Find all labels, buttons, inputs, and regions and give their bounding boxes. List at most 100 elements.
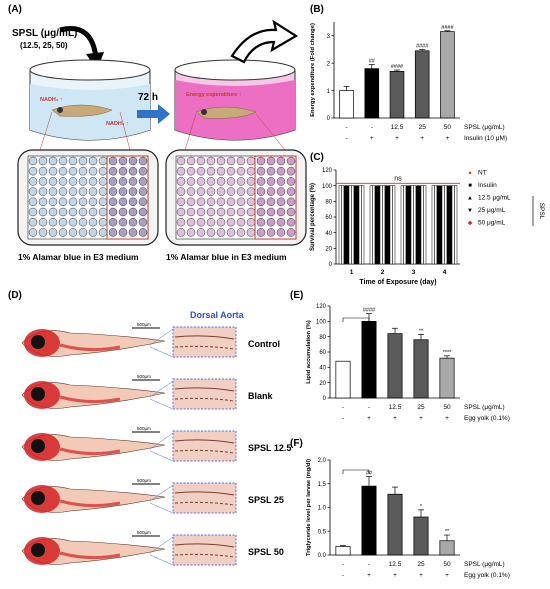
well (78, 156, 88, 166)
well-plate-left (17, 149, 159, 246)
well (98, 156, 108, 166)
well (216, 187, 226, 196)
well (286, 177, 296, 186)
category-label: 12.5 (391, 124, 404, 131)
y-tick-label: 0.5 (318, 529, 327, 535)
well (118, 197, 128, 207)
bar (413, 516, 429, 556)
category-label: 50 (443, 561, 451, 568)
well (38, 177, 48, 186)
well (48, 156, 58, 166)
larva-eye (31, 439, 45, 453)
well (48, 187, 58, 196)
bar (434, 185, 438, 265)
highlight-frame (254, 155, 297, 240)
larva-row-label: SPSL 12.5 (248, 443, 291, 453)
y-tick-label: 0.0 (318, 553, 327, 559)
scale-bar-label: 500μm (137, 426, 151, 431)
well (48, 197, 58, 207)
dorsal-aorta-zoom (172, 326, 237, 358)
category-label: - (342, 404, 344, 411)
y-tick-label: 40 (319, 366, 326, 372)
x-tick-label: 3 (412, 269, 416, 276)
zoom-line (149, 536, 174, 554)
well (236, 197, 246, 207)
larva-row: 500μm Blank (18, 374, 274, 415)
well (58, 207, 68, 217)
well (78, 228, 88, 237)
panel-e-letter: (E) (290, 290, 303, 301)
well (256, 187, 266, 196)
well (286, 217, 296, 227)
treatment-label: + (367, 572, 371, 579)
well (78, 187, 88, 196)
bar (387, 493, 403, 556)
well (98, 217, 108, 227)
well (236, 207, 246, 217)
well (226, 217, 236, 227)
dorsal-aorta-zoom (172, 534, 237, 566)
well (246, 217, 256, 227)
treatment-label: + (393, 415, 397, 422)
vessel-line (174, 439, 235, 444)
well (226, 207, 236, 217)
well (216, 166, 226, 176)
y-tick-label: 2.0 (318, 458, 327, 464)
significance-label: ** (445, 529, 450, 535)
plate-caption-left: 1% Alamar blue in E3 medium (18, 252, 139, 262)
well (48, 177, 58, 186)
y-axis-label: Survival percentage (%) (310, 183, 316, 251)
well (266, 187, 276, 196)
panel-b-chart: (B) 0 1 2 3 Energy expenditure (Fold change) -… (310, 4, 507, 142)
bar (389, 71, 405, 119)
well (216, 177, 226, 186)
panel-a-letter: (A) (8, 4, 22, 15)
well (128, 228, 138, 237)
well (128, 177, 138, 186)
add-compound-arrow (59, 26, 99, 59)
vessel-line (174, 387, 235, 392)
y-tick-label: 3 (327, 34, 331, 40)
well (138, 217, 148, 227)
well (128, 207, 138, 217)
well (68, 217, 78, 227)
lipid-stain (59, 447, 121, 456)
well (276, 207, 286, 217)
time-arrow-icon (137, 104, 170, 124)
bar (420, 185, 424, 265)
dorsal-aorta-header: Dorsal Aorta (190, 310, 245, 320)
category-label: - (368, 404, 370, 411)
well (108, 228, 118, 237)
bar (408, 185, 412, 265)
well (128, 197, 138, 207)
larva-row-label: Blank (248, 391, 274, 401)
well (138, 187, 148, 196)
row-label: Insulin (10 μM) (464, 135, 507, 142)
well (256, 217, 266, 227)
well (266, 166, 276, 176)
bar (446, 185, 450, 265)
well (266, 177, 276, 186)
well (28, 217, 38, 227)
well (216, 207, 226, 217)
well (206, 207, 216, 217)
well (246, 207, 256, 217)
well (196, 187, 206, 196)
well (286, 187, 296, 196)
bar (413, 339, 429, 399)
significance-label: #### (416, 43, 429, 49)
bar (387, 333, 403, 399)
bar (423, 185, 427, 265)
well (186, 166, 196, 176)
well (68, 228, 78, 237)
well (108, 177, 118, 186)
highlight-frame (106, 155, 149, 240)
bar (389, 185, 393, 265)
well (236, 156, 246, 166)
category-label: 12.5 (389, 561, 402, 568)
well (276, 217, 286, 227)
bar (382, 185, 386, 265)
energy-out-arrow-icon (230, 19, 299, 64)
well (226, 156, 236, 166)
